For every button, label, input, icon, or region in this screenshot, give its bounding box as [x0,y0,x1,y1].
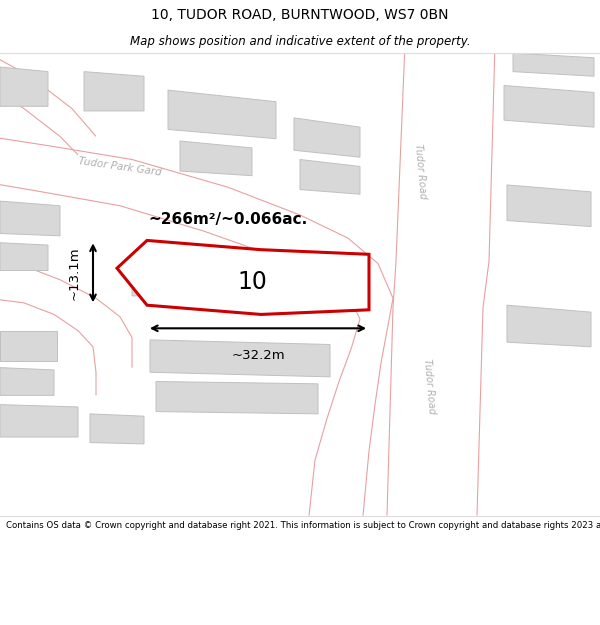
Polygon shape [0,261,132,396]
Polygon shape [513,53,594,76]
Polygon shape [90,414,144,444]
Polygon shape [504,86,594,127]
Polygon shape [117,241,369,314]
Polygon shape [0,201,60,236]
Polygon shape [0,331,57,361]
Polygon shape [507,185,591,226]
Text: Map shows position and indicative extent of the property.: Map shows position and indicative extent… [130,35,470,48]
Polygon shape [0,242,48,271]
Polygon shape [300,159,360,194]
Polygon shape [168,90,276,139]
Polygon shape [0,136,393,319]
Text: Tudor Road: Tudor Road [413,143,427,199]
Text: 10, TUDOR ROAD, BURNTWOOD, WS7 0BN: 10, TUDOR ROAD, BURNTWOOD, WS7 0BN [151,8,449,22]
Polygon shape [132,266,192,296]
Polygon shape [387,44,495,516]
Polygon shape [294,118,360,157]
Text: ~266m²/~0.066ac.: ~266m²/~0.066ac. [148,211,308,226]
Text: Tudor Park Gard: Tudor Park Gard [78,156,163,178]
Text: ~32.2m: ~32.2m [231,349,285,362]
Polygon shape [0,53,96,155]
Polygon shape [150,340,330,377]
Polygon shape [156,381,318,414]
Polygon shape [507,305,591,347]
Text: Contains OS data © Crown copyright and database right 2021. This information is : Contains OS data © Crown copyright and d… [6,521,600,530]
Polygon shape [0,67,48,106]
Polygon shape [309,298,393,516]
Polygon shape [84,72,144,111]
Text: ~13.1m: ~13.1m [68,246,81,299]
Polygon shape [0,404,78,437]
Polygon shape [180,141,252,176]
Text: 10: 10 [237,270,267,294]
Text: Tudor Road: Tudor Road [422,358,436,414]
Polygon shape [0,368,54,396]
